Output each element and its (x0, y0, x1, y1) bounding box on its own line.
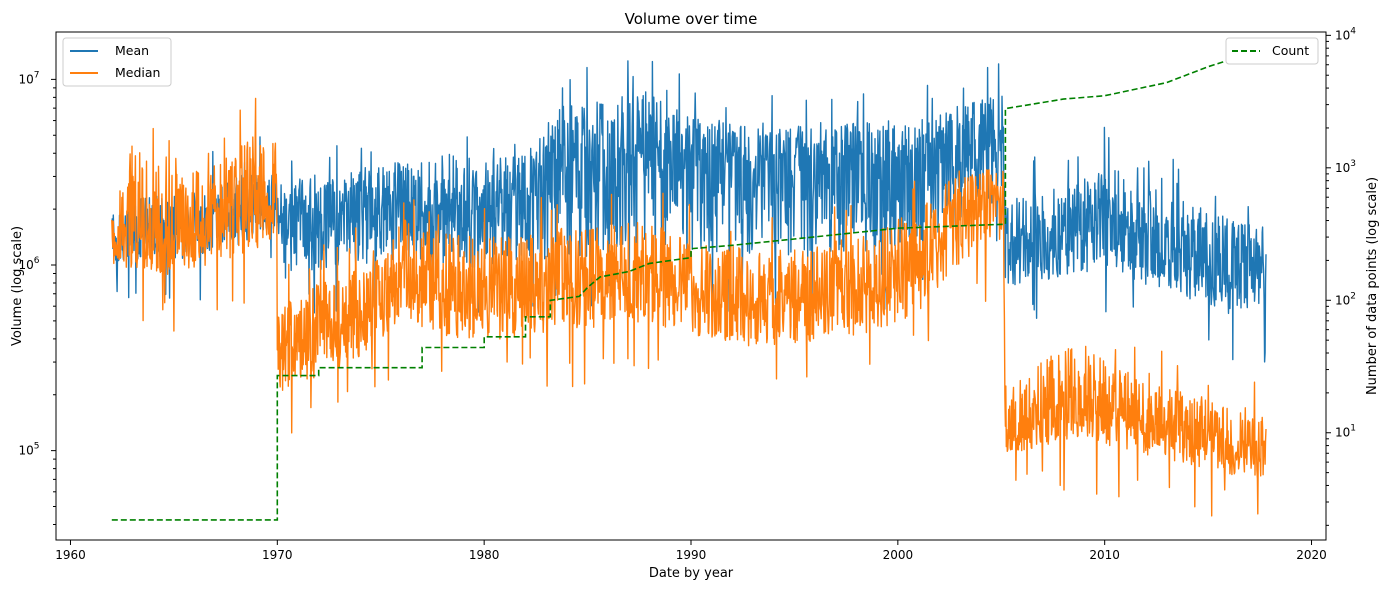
axes-layer: 1960 1970 1980 1990 2000 2010 2020 105 106 107 101… (18, 26, 1356, 562)
x-tick-label: 1990 (676, 548, 707, 562)
legend-right: Count (1225, 37, 1319, 65)
y-tick-label: 105 (18, 442, 39, 458)
x-axis-label: Date by year (649, 566, 734, 581)
y2-tick-label: 102 (1335, 291, 1356, 307)
count-series-line (111, 47, 1267, 521)
y2-tick-label: 101 (1335, 424, 1356, 440)
x-tick-label: 1980 (469, 548, 500, 562)
median-series-line (111, 97, 1267, 517)
x-tick-label: 1970 (262, 548, 293, 562)
y-tick-label: 106 (18, 256, 39, 272)
x-tick-label: 2020 (1296, 548, 1327, 562)
series-layer (111, 47, 1267, 521)
y2-tick-label: 104 (1335, 26, 1356, 42)
legend-median-label: Median (115, 65, 160, 80)
legend-left: Mean Median (62, 37, 172, 87)
y2-axis-label: Number of data points (log scale) (1365, 177, 1380, 395)
legend-count-label: Count (1272, 43, 1309, 58)
chart-title: Volume over time (625, 10, 758, 28)
y2-tick-label: 103 (1335, 159, 1356, 175)
y-tick-label: 107 (18, 70, 39, 86)
x-tick-label: 2000 (883, 548, 914, 562)
x-tick-label: 2010 (1089, 548, 1120, 562)
x-tick-label: 1960 (55, 548, 86, 562)
legend-mean-label: Mean (115, 43, 149, 58)
y-axis-label: Volume (log scale) (10, 226, 25, 346)
